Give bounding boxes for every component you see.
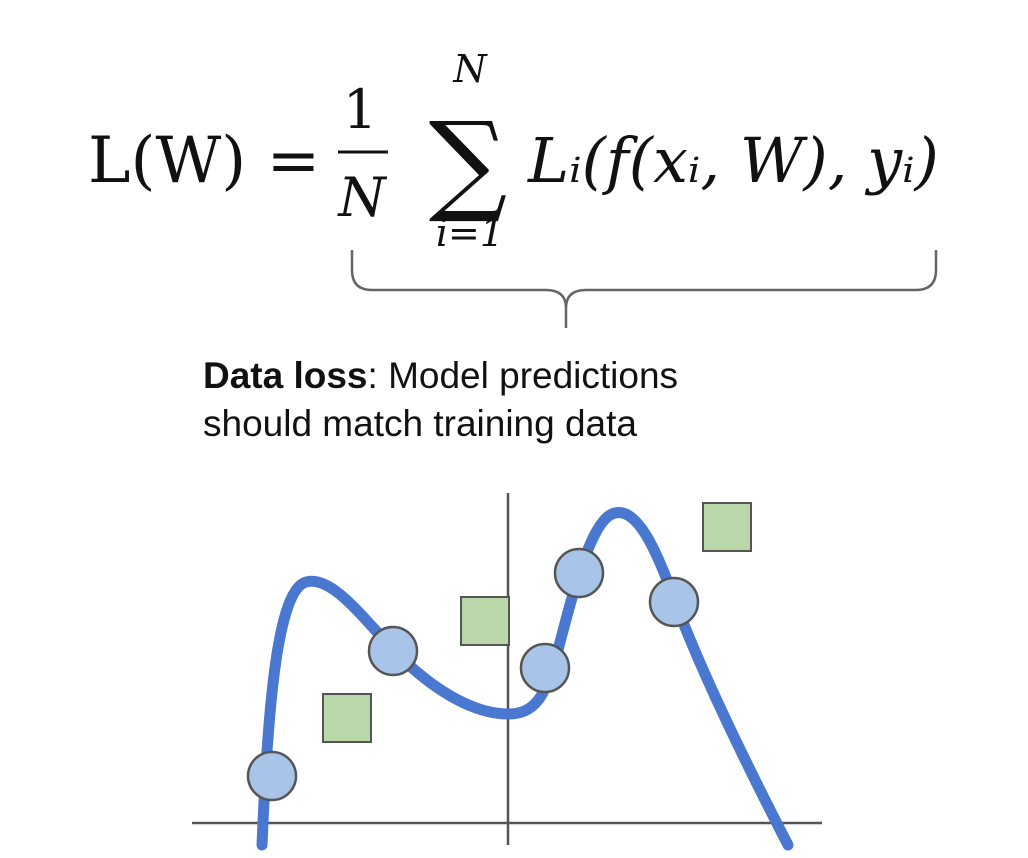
fraction-numerator: 1 (343, 78, 377, 141)
caption-line-1-rest: : Model predictions (367, 355, 679, 396)
prediction-point-circle (553, 547, 605, 599)
summation-symbol: ∑ (429, 98, 508, 226)
training-point-square (322, 693, 372, 743)
training-point-square (460, 596, 510, 646)
sum-upper-limit: N (452, 47, 488, 91)
loss-term: Lᵢ(f(xᵢ, W), yᵢ) (527, 124, 939, 197)
prediction-point-circle (648, 576, 700, 628)
loss-equation: L(W) = 1 N N ∑ i=1 Lᵢ(f(xᵢ, W), yᵢ) (88, 47, 939, 328)
caption-line-2: should match training data (203, 403, 637, 444)
caption: Data loss: Model predictions should matc… (203, 352, 823, 448)
sum-lower-limit: i=1 (436, 211, 504, 255)
underbrace (350, 250, 938, 328)
prediction-point-circle (367, 625, 419, 677)
caption-bold-term: Data loss (203, 355, 368, 396)
prediction-point-circle (246, 750, 298, 802)
equation-lhs: L(W) = (88, 124, 320, 198)
fraction-denominator: N (336, 166, 387, 229)
caption-line-1: Data loss: Model predictions (203, 352, 823, 400)
prediction-point-circle (519, 642, 571, 694)
training-point-square (702, 502, 752, 552)
